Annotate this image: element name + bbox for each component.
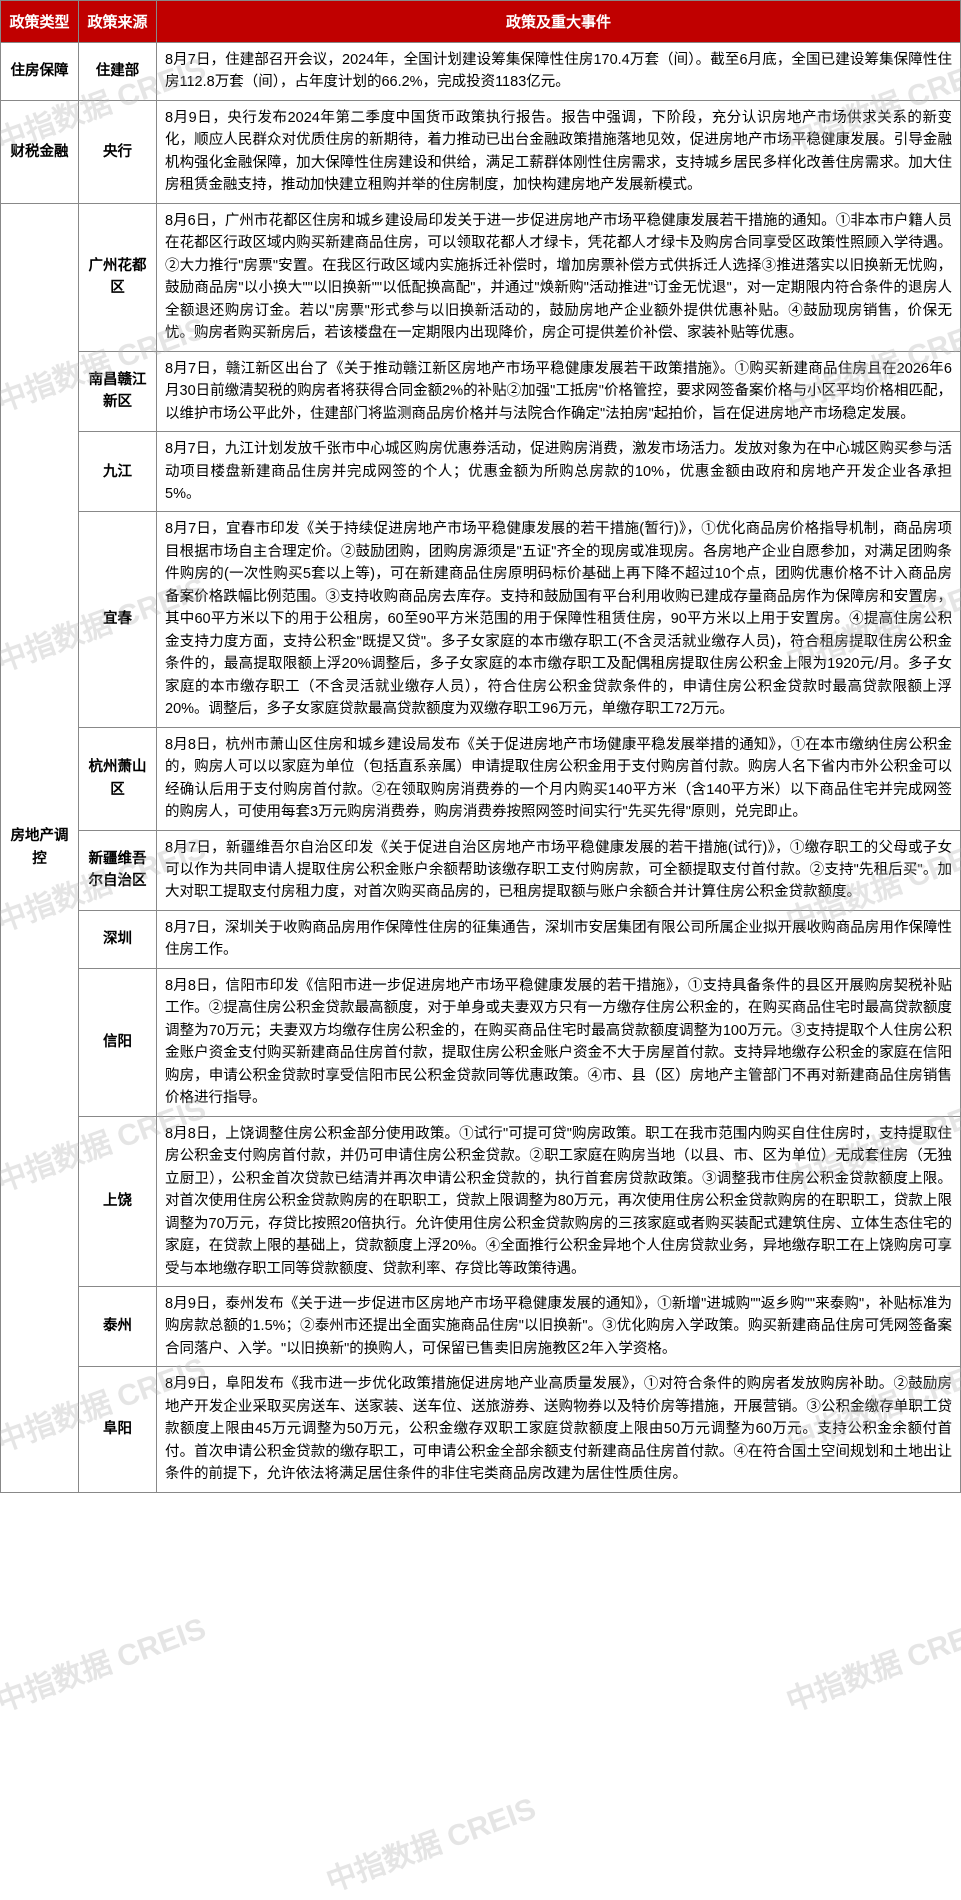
policy-content-cell: 8月7日，深圳关于收购商品房用作保障性住房的征集通告，深圳市安居集团有限公司所属…	[157, 910, 961, 968]
policy-source-cell: 住建部	[79, 43, 157, 101]
policy-content-cell: 8月9日，泰州发布《关于进一步促进市区房地产市场平稳健康发展的通知》，①新增"进…	[157, 1286, 961, 1366]
policy-type-cell: 房地产调控	[1, 203, 79, 1492]
table-row: 上饶8月8日，上饶调整住房公积金部分使用政策。①试行"可提可贷"购房政策。职工在…	[1, 1116, 961, 1286]
watermark: 中指数据 CREIS	[779, 1604, 961, 1721]
table-row: 深圳8月7日，深圳关于收购商品房用作保障性住房的征集通告，深圳市安居集团有限公司…	[1, 910, 961, 968]
table-row: 信阳8月8日，信阳市印发《信阳市进一步促进房地产市场平稳健康发展的若干措施》，①…	[1, 968, 961, 1116]
table-row: 南昌赣江新区8月7日，赣江新区出台了《关于推动赣江新区房地产市场平稳健康发展若干…	[1, 351, 961, 431]
policy-content-cell: 8月7日，宜春市印发《关于持续促进房地产市场平稳健康发展的若干措施(暂行)》，①…	[157, 512, 961, 727]
policy-content-cell: 8月8日，杭州市萧山区住房和城乡建设局发布《关于促进房地产市场健康平稳发展举措的…	[157, 727, 961, 830]
table-row: 阜阳8月9日，阜阳发布《我市进一步优化政策措施促进房地产业高质量发展》，①对符合…	[1, 1367, 961, 1492]
watermark: 中指数据 CREIS	[0, 1604, 211, 1721]
policy-content-cell: 8月7日，赣江新区出台了《关于推动赣江新区房地产市场平稳健康发展若干政策措施》。…	[157, 351, 961, 431]
policy-source-cell: 深圳	[79, 910, 157, 968]
policy-content-cell: 8月9日，央行发布2024年第二季度中国货币政策执行报告。报告中强调，下阶段，充…	[157, 100, 961, 203]
policy-source-cell: 信阳	[79, 968, 157, 1116]
policy-source-cell: 上饶	[79, 1116, 157, 1286]
policy-source-cell: 九江	[79, 432, 157, 512]
table-row: 财税金融央行8月9日，央行发布2024年第二季度中国货币政策执行报告。报告中强调…	[1, 100, 961, 203]
policy-content-cell: 8月7日，九江计划发放千张市中心城区购房优惠券活动，促进购房消费，激发市场活力。…	[157, 432, 961, 512]
policy-content-cell: 8月8日，信阳市印发《信阳市进一步促进房地产市场平稳健康发展的若干措施》，①支持…	[157, 968, 961, 1116]
policy-content-cell: 8月7日，住建部召开会议，2024年，全国计划建设筹集保障性住房170.4万套（…	[157, 43, 961, 101]
policy-content-cell: 8月9日，阜阳发布《我市进一步优化政策措施促进房地产业高质量发展》，①对符合条件…	[157, 1367, 961, 1492]
policy-content-cell: 8月7日，新疆维吾尔自治区印发《关于促进自治区房地产市场平稳健康发展的若干措施(…	[157, 830, 961, 910]
policy-source-cell: 阜阳	[79, 1367, 157, 1492]
policy-source-cell: 南昌赣江新区	[79, 351, 157, 431]
table-row: 房地产调控广州花都区8月6日，广州市花都区住房和城乡建设局印发关于进一步促进房地…	[1, 203, 961, 351]
policy-content-cell: 8月6日，广州市花都区住房和城乡建设局印发关于进一步促进房地产市场平稳健康发展若…	[157, 203, 961, 351]
policy-source-cell: 央行	[79, 100, 157, 203]
table-row: 杭州萧山区8月8日，杭州市萧山区住房和城乡建设局发布《关于促进房地产市场健康平稳…	[1, 727, 961, 830]
policy-content-cell: 8月8日，上饶调整住房公积金部分使用政策。①试行"可提可贷"购房政策。职工在我市…	[157, 1116, 961, 1286]
policy-source-cell: 杭州萧山区	[79, 727, 157, 830]
table-body: 住房保障住建部8月7日，住建部召开会议，2024年，全国计划建设筹集保障性住房1…	[1, 43, 961, 1493]
policy-source-cell: 宜春	[79, 512, 157, 727]
policy-type-cell: 财税金融	[1, 100, 79, 203]
header-row: 政策类型 政策来源 政策及重大事件	[1, 1, 961, 43]
watermark: 中指数据 CREIS	[319, 1784, 541, 1900]
table-row: 宜春8月7日，宜春市印发《关于持续促进房地产市场平稳健康发展的若干措施(暂行)》…	[1, 512, 961, 727]
policy-source-cell: 新疆维吾尔自治区	[79, 830, 157, 910]
policy-source-cell: 泰州	[79, 1286, 157, 1366]
header-policy-type: 政策类型	[1, 1, 79, 43]
table-row: 九江8月7日，九江计划发放千张市中心城区购房优惠券活动，促进购房消费，激发市场活…	[1, 432, 961, 512]
table-row: 泰州8月9日，泰州发布《关于进一步促进市区房地产市场平稳健康发展的通知》，①新增…	[1, 1286, 961, 1366]
policy-table: 政策类型 政策来源 政策及重大事件 住房保障住建部8月7日，住建部召开会议，20…	[0, 0, 961, 1493]
policy-source-cell: 广州花都区	[79, 203, 157, 351]
policy-type-cell: 住房保障	[1, 43, 79, 101]
header-policy-event: 政策及重大事件	[157, 1, 961, 43]
header-policy-source: 政策来源	[79, 1, 157, 43]
table-row: 住房保障住建部8月7日，住建部召开会议，2024年，全国计划建设筹集保障性住房1…	[1, 43, 961, 101]
table-row: 新疆维吾尔自治区8月7日，新疆维吾尔自治区印发《关于促进自治区房地产市场平稳健康…	[1, 830, 961, 910]
